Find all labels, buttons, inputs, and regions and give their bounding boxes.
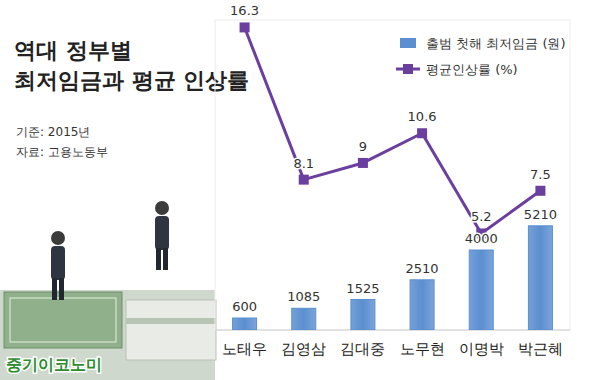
title-line: 역대 정부별 — [14, 38, 132, 63]
bar — [469, 250, 493, 330]
bar — [233, 318, 257, 330]
legend: 출범 첫해 최저임금 (원) 평균인상률 (%) — [396, 36, 566, 77]
line-label: 7.5 — [530, 167, 551, 182]
annotation: 자료: 고용노동부 — [16, 145, 108, 159]
category-label: 노태우 — [222, 340, 267, 358]
legend-swatch — [400, 38, 416, 48]
baseline — [215, 330, 570, 331]
photo-decoration — [0, 201, 216, 380]
category-label: 노무현 — [400, 340, 445, 358]
bar — [292, 308, 316, 330]
chart: 역대 정부별최저임금과 평균 인상률기준: 2015년자료: 고용노동부중기이코… — [0, 0, 600, 380]
figurine-leg — [156, 248, 161, 270]
plot-frame — [215, 20, 570, 330]
line-label: 8.1 — [293, 156, 314, 171]
figurine-head — [155, 201, 169, 215]
marker — [535, 186, 545, 196]
category-label: 김영삼 — [281, 340, 326, 358]
money-background — [0, 290, 215, 380]
figurine-head — [51, 231, 65, 245]
logo: 중기이코노미 — [6, 355, 102, 374]
category-label: 이명박 — [459, 340, 504, 358]
marks — [233, 22, 553, 330]
marker — [358, 158, 368, 168]
line-label: 16.3 — [230, 3, 259, 18]
legend-label: 출범 첫해 최저임금 (원) — [426, 36, 566, 51]
legend-marker — [403, 64, 413, 74]
line-label: 9 — [359, 139, 367, 154]
category-label: 박근혜 — [518, 340, 563, 358]
bar — [528, 226, 552, 330]
banknote-border — [10, 298, 116, 342]
bar-label: 4000 — [465, 231, 498, 246]
figurine-body — [51, 246, 65, 280]
marker — [240, 22, 250, 32]
figurine-leg — [52, 278, 57, 300]
annotation: 기준: 2015년 — [16, 125, 90, 139]
banknote-stack — [126, 300, 216, 360]
bar-label: 2510 — [406, 261, 439, 276]
title-line: 최저임금과 평균 인상률 — [14, 68, 249, 93]
line — [245, 27, 541, 233]
legend-label: 평균인상률 (%) — [426, 62, 518, 77]
bar — [351, 300, 375, 331]
marker — [417, 128, 427, 138]
bar-label: 1525 — [346, 281, 379, 296]
bar — [410, 280, 434, 330]
figurine-body — [155, 216, 169, 250]
bar-label: 5210 — [524, 207, 557, 222]
banknote — [4, 292, 122, 348]
title: 역대 정부별최저임금과 평균 인상률 — [14, 38, 249, 93]
category-label: 김대중 — [340, 340, 385, 358]
line-label: 5.2 — [471, 209, 492, 224]
figurine-leg — [59, 278, 64, 300]
bar-label: 1085 — [287, 289, 320, 304]
line-label: 10.6 — [408, 109, 437, 124]
bar-label: 600 — [232, 299, 257, 314]
banknote-edge — [126, 318, 216, 324]
marker — [299, 175, 309, 185]
figurine-leg — [163, 248, 168, 270]
